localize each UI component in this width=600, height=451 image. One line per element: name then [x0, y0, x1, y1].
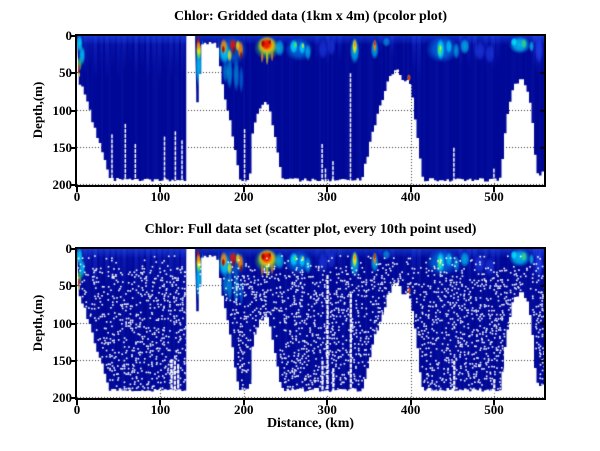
x-tick-mark: [76, 400, 78, 405]
x-tick-mark: [159, 187, 162, 192]
x-tick-label: 0: [73, 402, 81, 417]
x-axis-label: Distance, (km): [266, 416, 355, 431]
x-tick-mark: [326, 187, 329, 192]
y-tick-mark: [70, 109, 75, 112]
y-tick-label: 150: [52, 139, 73, 155]
x-tick-mark: [242, 187, 245, 192]
y-tick-mark: [70, 248, 75, 250]
y-tick-label: 0: [65, 28, 73, 43]
y-tick-label: 100: [52, 315, 73, 331]
x-tick-label: 500: [484, 402, 504, 417]
pcolor-plot-canvas: [77, 36, 544, 185]
x-tick-mark: [76, 187, 78, 192]
y-tick-mark: [70, 35, 75, 37]
x-tick-label: 100: [150, 402, 171, 417]
x-tick-label: 0: [73, 189, 81, 204]
y-tick-label: 50: [59, 278, 72, 294]
x-tick-label: 200: [234, 402, 254, 417]
y-tick-mark: [70, 359, 75, 362]
x-tick-mark: [492, 400, 495, 405]
y-tick-mark: [70, 184, 75, 186]
pcolor-plot-title: Chlor: Gridded data (1km x 4m) (pcolor p…: [173, 9, 448, 24]
x-tick-mark: [409, 187, 412, 192]
x-tick-label: 400: [400, 189, 421, 204]
y-tick-mark: [70, 285, 75, 288]
x-tick-mark: [326, 400, 329, 405]
x-tick-mark: [409, 400, 412, 405]
y-tick-label: 200: [52, 390, 73, 405]
y-tick-label: 150: [52, 352, 73, 368]
y-tick-label: 0: [65, 241, 73, 256]
x-tick-label: 300: [317, 189, 337, 204]
y-tick-mark: [70, 146, 75, 149]
x-tick-label: 100: [150, 189, 171, 204]
y-tick-mark: [70, 72, 75, 75]
scatter-plot-canvas: [77, 249, 544, 398]
y-tick-label: 100: [52, 102, 73, 118]
scatter-plot-axes: [75, 247, 546, 400]
pcolor-plot-axes: [75, 34, 546, 187]
x-tick-mark: [159, 400, 162, 405]
y-tick-label: 200: [52, 177, 73, 192]
x-tick-mark: [492, 187, 495, 192]
x-tick-label: 300: [317, 402, 337, 417]
y-tick-mark: [70, 322, 75, 325]
scatter-plot-title: Chlor: Full data set (scatter plot, ever…: [144, 222, 477, 237]
y-tick-mark: [70, 397, 75, 399]
x-tick-label: 200: [234, 189, 254, 204]
x-tick-label: 400: [400, 402, 421, 417]
y-tick-label: 50: [59, 65, 72, 81]
x-tick-mark: [242, 400, 245, 405]
x-tick-label: 500: [484, 189, 504, 204]
